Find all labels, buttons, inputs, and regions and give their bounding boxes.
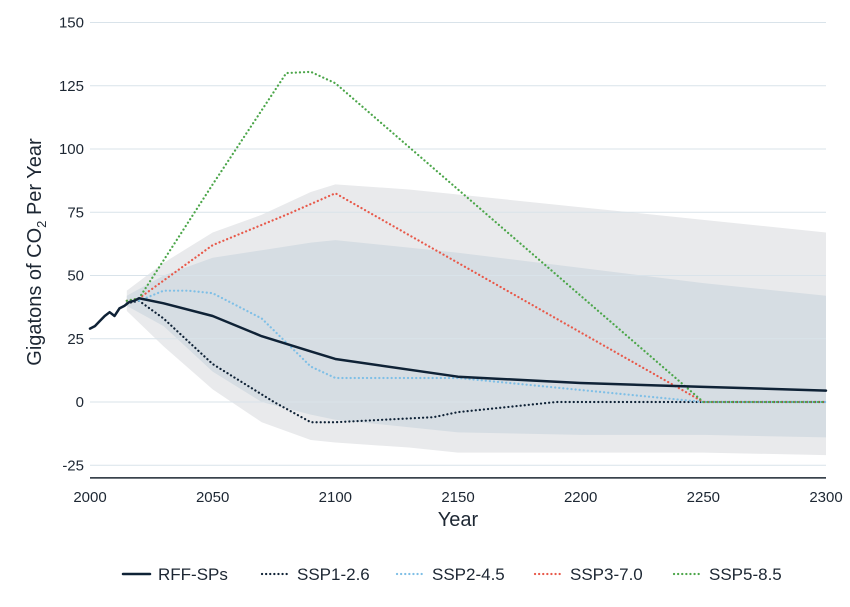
y-axis-title-rest: Per Year — [24, 138, 46, 221]
legend-label-ssp3-7-0: SSP3-7.0 — [570, 565, 643, 584]
y-tick-label: 25 — [67, 331, 84, 348]
y-tick-label: 100 — [59, 141, 84, 158]
legend: RFF-SPs SSP1-2.6 SSP2-4.5 SSP3-7.0 SSP5-8.5 — [121, 565, 782, 584]
legend-label-ssp1-2-6: SSP1-2.6 — [297, 565, 370, 584]
legend-label-ssp5-8-5: SSP5-8.5 — [709, 565, 782, 584]
x-tick-label: 2000 — [73, 489, 106, 506]
x-tick-label: 2150 — [441, 489, 474, 506]
legend-label-ssp2-4-5: SSP2-4.5 — [432, 565, 505, 584]
series-lines — [88, 70, 828, 424]
y-tick-label: 0 — [76, 394, 84, 411]
x-tick-label: 2100 — [319, 489, 352, 506]
x-axis-title: Year — [438, 509, 479, 531]
y-tick-label: -25 — [62, 457, 84, 474]
x-tick-labels: 2000 2050 2100 2150 2200 2250 2300 — [73, 489, 842, 506]
series-line-ssp2-4-5 — [125, 289, 828, 404]
x-tick-label: 2300 — [809, 489, 842, 506]
x-tick-label: 2050 — [196, 489, 229, 506]
x-tick-label: 2250 — [687, 489, 720, 506]
y-axis-title-main: Gigatons of CO — [24, 228, 46, 366]
uncertainty-bands — [126, 184, 827, 456]
series-line-rff-sps — [88, 297, 828, 392]
y-tick-label: 50 — [67, 268, 84, 285]
y-axis-title: Gigatons of CO2 Per Year — [24, 138, 49, 366]
y-tick-label: 125 — [59, 78, 84, 95]
series-line-ssp5-8-5 — [125, 70, 828, 404]
y-axis-title-subscript: 2 — [34, 221, 49, 228]
y-tick-label: 75 — [67, 204, 84, 221]
y-tick-labels: 150 125 100 75 50 25 0 -25 — [59, 15, 84, 475]
y-tick-label: 150 — [59, 15, 84, 32]
x-tick-label: 2200 — [564, 489, 597, 506]
legend-label-rff-sps: RFF-SPs — [158, 565, 228, 584]
